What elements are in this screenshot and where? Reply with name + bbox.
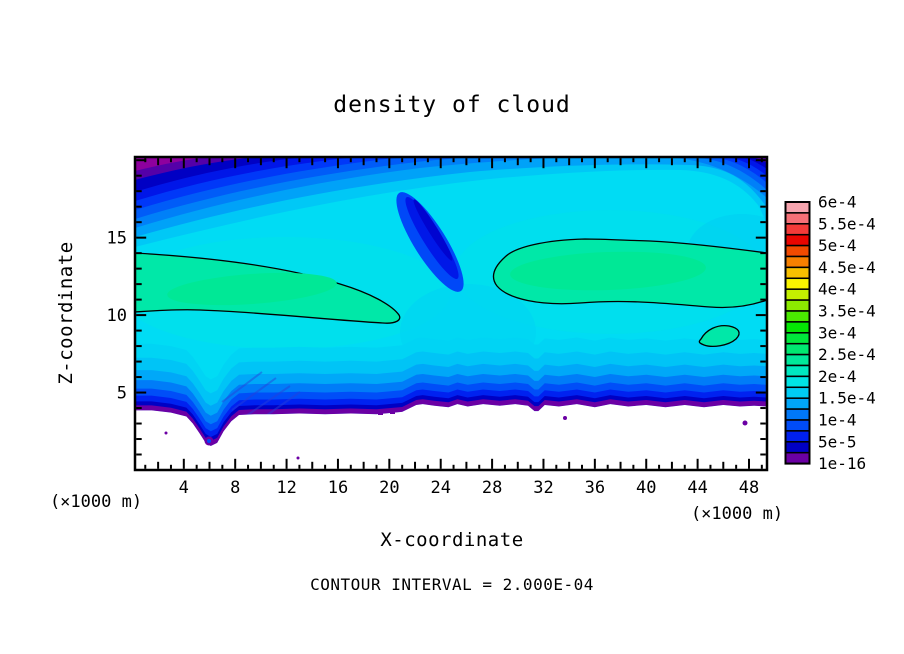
terrain-mask	[135, 404, 767, 470]
colorbar-cell	[784, 201, 811, 214]
colorbar-label: 1.5e-4	[818, 389, 876, 408]
colorbar-cell	[784, 353, 811, 367]
colorbar-label: 2e-4	[818, 367, 857, 386]
colorbar-label: 5.5e-4	[818, 214, 876, 233]
surface-band	[135, 399, 767, 446]
colorbar-cell	[784, 332, 811, 345]
colorbar-cell	[784, 408, 811, 421]
colorbar-cell	[784, 375, 811, 389]
colorbar-cell	[784, 451, 811, 465]
colorbar-label: 6e-4	[818, 193, 857, 212]
colorbar-cell	[784, 277, 811, 290]
colorbar-label: 1e-16	[818, 454, 866, 473]
x-tick-label: 32	[533, 478, 553, 498]
x-tick-label: 8	[230, 478, 240, 498]
surface-specks	[164, 411, 748, 460]
lens-west-core	[167, 272, 337, 306]
colorbar-cell	[784, 233, 811, 247]
unit-note-left: (×1000 m)	[50, 492, 142, 512]
colorbar-label: 2.5e-4	[818, 345, 876, 364]
colorbar-label: 3.5e-4	[818, 302, 876, 321]
z-axis-label: Z-coordinate	[55, 241, 77, 384]
x-tick-label: 48	[739, 478, 759, 498]
colorbar-label: 1e-4	[818, 411, 857, 430]
z-tick-label: 5	[117, 384, 127, 404]
colorbar-label: 3e-4	[818, 323, 857, 342]
colorbar-cell	[784, 397, 811, 410]
colorbar-cell	[784, 386, 811, 399]
terrain-white-area	[135, 404, 767, 470]
x-tick-label: 20	[379, 478, 399, 498]
colorbar-cell	[784, 212, 811, 225]
x-tick-label: 16	[328, 478, 348, 498]
colorbar-cell	[784, 255, 811, 269]
colorbar-label: 5e-5	[818, 432, 857, 451]
surface-band	[135, 395, 767, 446]
colorbar-cell	[784, 364, 811, 378]
colorbar-cell	[784, 223, 811, 236]
colorbar-cell	[784, 419, 811, 432]
top-minimum-bands	[135, 157, 767, 247]
z-tick-label: 15	[107, 229, 127, 249]
colorbar-cell	[784, 430, 811, 443]
plot-frame	[133, 155, 769, 472]
colorbar-cell	[784, 266, 811, 280]
x-tick-label: 24	[430, 478, 450, 498]
unit-note-right: (×1000 m)	[691, 504, 783, 524]
surface-bands-layer	[135, 337, 767, 446]
colorbar-label: 4.5e-4	[818, 258, 876, 277]
x-tick-label: 12	[276, 478, 296, 498]
blue-tongue	[396, 192, 464, 292]
z-tick-label: 10	[107, 306, 127, 326]
band-east-core	[510, 251, 706, 291]
chart-title: density of cloud	[333, 92, 571, 118]
colorbar-cell	[784, 288, 811, 301]
colorbar-cell	[784, 342, 811, 356]
colorbar-outline	[784, 201, 811, 465]
contour-interval-note: CONTOUR INTERVAL = 2.000E-04	[310, 575, 594, 594]
contour-regions-2e-4	[135, 238, 767, 347]
x-tick-label: 36	[585, 478, 605, 498]
colorbar-label: 4e-4	[818, 280, 857, 299]
x-axis-label: X-coordinate	[380, 529, 523, 551]
x-tick-label: 40	[636, 478, 656, 498]
colorbar-label: 5e-4	[818, 236, 857, 255]
colorbar-cell	[784, 321, 811, 334]
contour-field	[135, 157, 767, 470]
x-tick-label: 44	[687, 478, 707, 498]
contour-small-cell	[698, 324, 740, 347]
x-tick-label: 4	[179, 478, 189, 498]
colorbar-cell	[784, 441, 811, 454]
colorbar-cell	[784, 299, 811, 312]
colorbar-cell	[784, 310, 811, 323]
x-tick-label: 28	[482, 478, 502, 498]
colorbar-cell	[784, 244, 811, 258]
colorbar: 6e-4 5.5e-4 5e-4 4.5e-4 4e-4 3.5e-4 3e-4 2.5e-4…	[784, 193, 876, 473]
